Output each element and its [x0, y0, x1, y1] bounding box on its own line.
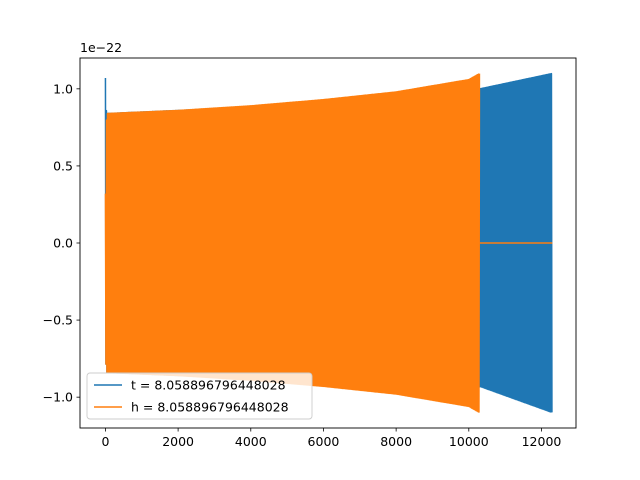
x-axis: 0 2000 4000 6000 8000 10000 12000 — [101, 428, 561, 449]
legend: t = 8.058896796448028 h = 8.058896796448… — [86, 372, 313, 420]
x-tick-label: 6000 — [308, 434, 340, 449]
x-tick-label: 4000 — [235, 434, 267, 449]
y-tick-label: 0.0 — [53, 236, 73, 251]
x-tick-label: 8000 — [380, 434, 412, 449]
series-1 — [104, 73, 553, 413]
y-tick-label: 1.0 — [53, 81, 73, 96]
series-line-1 — [104, 73, 481, 413]
series-layer — [104, 72, 553, 413]
x-tick-label: 2000 — [162, 434, 194, 449]
y-offset-label: 1e−22 — [80, 40, 122, 55]
y-tick-label: 0.5 — [53, 158, 73, 173]
x-tick-label: 10000 — [449, 434, 489, 449]
legend-box — [86, 372, 313, 420]
legend-label-h: h = 8.058896796448028 — [131, 400, 289, 415]
x-tick-label: 0 — [101, 434, 109, 449]
x-tick-label: 12000 — [522, 434, 562, 449]
legend-label-t: t = 8.058896796448028 — [131, 378, 286, 393]
y-axis: −1.0 −0.5 0.0 0.5 1.0 — [43, 81, 80, 405]
y-tick-label: −1.0 — [43, 390, 73, 405]
y-tick-label: −0.5 — [43, 313, 73, 328]
